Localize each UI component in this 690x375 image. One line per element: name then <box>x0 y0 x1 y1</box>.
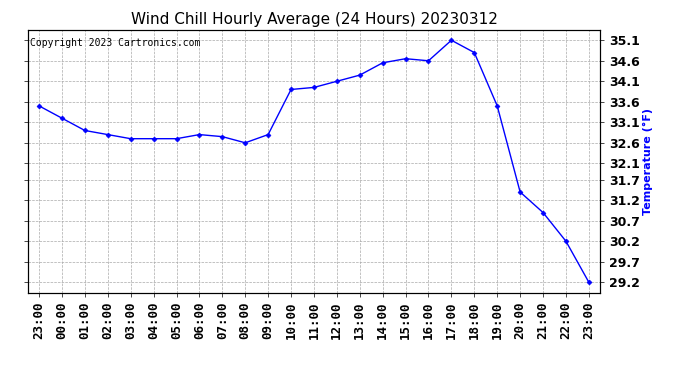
Text: Copyright 2023 Cartronics.com: Copyright 2023 Cartronics.com <box>30 38 201 48</box>
Title: Wind Chill Hourly Average (24 Hours) 20230312: Wind Chill Hourly Average (24 Hours) 202… <box>130 12 497 27</box>
Y-axis label: Temperature (°F): Temperature (°F) <box>643 108 653 215</box>
